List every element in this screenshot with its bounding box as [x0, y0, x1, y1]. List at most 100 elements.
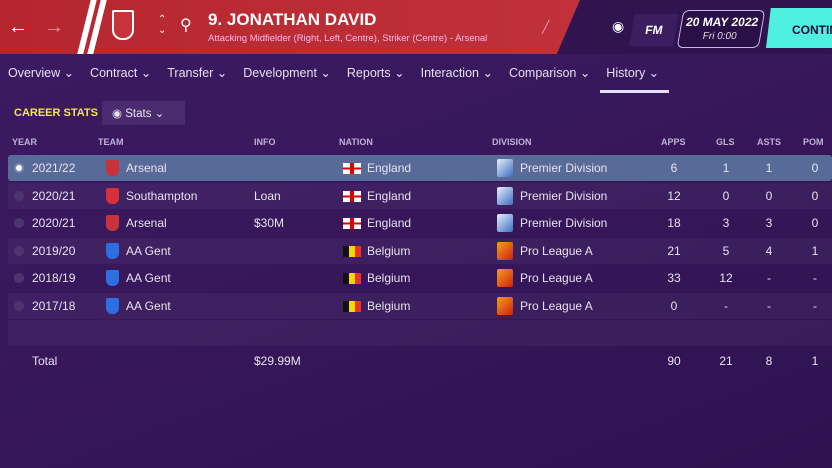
apps: 6: [670, 161, 678, 175]
row-select-radio[interactable]: [14, 218, 24, 228]
empty-row: [8, 320, 832, 346]
year: 2017/18: [32, 298, 76, 313]
apps: 21: [667, 243, 681, 258]
tab-interaction[interactable]: Interaction ⌄: [420, 66, 493, 80]
nation-link[interactable]: Belgium: [367, 271, 411, 285]
section-title: CAREER STATS: [14, 107, 98, 119]
pom: 0: [811, 161, 819, 175]
nation-link[interactable]: Belgium: [367, 298, 411, 313]
pom: 1: [811, 243, 819, 258]
tab-overview[interactable]: Overview ⌄: [8, 66, 75, 80]
col-info[interactable]: INFO: [254, 137, 276, 147]
nation-link[interactable]: England: [367, 216, 412, 230]
team-crest-icon: [106, 160, 119, 176]
tab-reports[interactable]: Reports ⌄: [346, 66, 405, 80]
goals: 1: [722, 161, 730, 175]
row-select-radio[interactable]: [14, 190, 24, 201]
fm-menu-button[interactable]: FM: [629, 14, 679, 46]
col-asts[interactable]: ASTS: [757, 137, 782, 147]
team-crest-icon: [106, 270, 119, 286]
team-link[interactable]: Southampton: [126, 188, 198, 203]
table-row[interactable]: 2021/22 Arsenal England Premier Division…: [8, 155, 832, 181]
goals: 12: [719, 271, 733, 285]
search-icon[interactable]: ⚲: [180, 17, 192, 34]
belgium-flag-icon: [343, 273, 361, 284]
col-nation[interactable]: NATION: [339, 137, 373, 147]
total-info: $29.99M: [254, 354, 301, 368]
division-logo-icon: [497, 186, 513, 205]
nation-link[interactable]: England: [367, 188, 412, 203]
apps: 18: [667, 216, 681, 230]
back-arrow-icon[interactable]: ←: [8, 16, 28, 38]
england-flag-icon: [343, 163, 361, 174]
assists: -: [767, 298, 771, 313]
eye-icon: ◉: [112, 108, 123, 120]
player-up-down-icon[interactable]: ⌃ ⌄: [158, 14, 167, 36]
tab-nav: Overview ⌄ Contract ⌄ Transfer ⌄ Develop…: [0, 62, 670, 93]
col-team[interactable]: TEAM: [98, 137, 124, 147]
pom: -: [813, 271, 817, 285]
pom: 0: [811, 188, 819, 203]
goals: 5: [722, 243, 730, 258]
year: 2020/21: [32, 216, 76, 230]
team-crest-icon: [106, 187, 119, 204]
col-division[interactable]: DIVISION: [492, 137, 532, 147]
info: Loan: [254, 188, 281, 203]
england-flag-icon: [343, 190, 361, 202]
team-link[interactable]: Arsenal: [126, 161, 167, 175]
row-select-radio[interactable]: [14, 245, 24, 256]
goals: 0: [722, 188, 730, 203]
division-logo-icon: [497, 241, 513, 260]
table-row[interactable]: 2020/21 Arsenal $30M England Premier Div…: [8, 210, 832, 236]
table-row[interactable]: 2018/19 AA Gent Belgium Pro League A 33 …: [8, 265, 832, 291]
division-link[interactable]: Premier Division: [520, 161, 608, 175]
tab-contract[interactable]: Contract ⌄: [90, 66, 152, 80]
nation-link[interactable]: Belgium: [367, 243, 411, 258]
assists: -: [767, 271, 771, 285]
team-link[interactable]: AA Gent: [126, 271, 171, 285]
nation-link[interactable]: England: [367, 161, 412, 175]
table-row[interactable]: 2019/20 AA Gent Belgium Pro League A 21 …: [8, 237, 832, 264]
forward-arrow-icon[interactable]: →: [44, 16, 64, 38]
total-apps: 90: [667, 354, 681, 368]
division-link[interactable]: Pro League A: [520, 271, 593, 285]
tab-transfer[interactable]: Transfer ⌄: [167, 66, 228, 80]
table-row[interactable]: 2020/21 Southampton Loan England Premier…: [8, 182, 832, 209]
apps: 0: [670, 298, 678, 313]
globe-icon[interactable]: ◉: [612, 18, 625, 34]
division-link[interactable]: Pro League A: [520, 243, 593, 258]
team-link[interactable]: AA Gent: [126, 298, 171, 313]
belgium-flag-icon: [343, 245, 361, 257]
pom: -: [813, 298, 817, 313]
england-flag-icon: [343, 218, 361, 229]
apps: 12: [667, 188, 681, 203]
col-apps[interactable]: APPS: [661, 137, 686, 147]
table-row[interactable]: 2017/18 AA Gent Belgium Pro League A 0 -…: [8, 292, 832, 319]
row-select-radio[interactable]: [14, 273, 24, 283]
division-link[interactable]: Pro League A: [520, 298, 593, 313]
col-pom[interactable]: POM: [803, 137, 824, 147]
continue-button[interactable]: CONTIN: [766, 8, 832, 48]
belgium-flag-icon: [343, 300, 361, 312]
division-link[interactable]: Premier Division: [520, 188, 608, 203]
player-positions: Attacking Midfielder (Right, Left, Centr…: [208, 33, 488, 44]
division-logo-icon: [497, 159, 513, 177]
col-year[interactable]: YEAR: [12, 137, 38, 147]
row-select-radio[interactable]: [14, 300, 24, 311]
col-gls[interactable]: GLS: [716, 137, 735, 147]
year: 2018/19: [32, 271, 76, 285]
stats-view-dropdown[interactable]: ◉ Stats ⌄: [102, 101, 185, 125]
division-logo-icon: [497, 269, 513, 287]
total-label: Total: [32, 354, 58, 368]
tab-comparison[interactable]: Comparison ⌄: [508, 66, 591, 80]
goals: 3: [722, 216, 730, 230]
tab-development[interactable]: Development ⌄: [243, 66, 331, 80]
row-select-radio[interactable]: [14, 163, 24, 173]
team-link[interactable]: AA Gent: [126, 243, 171, 258]
total-gls: 21: [719, 354, 733, 368]
division-link[interactable]: Premier Division: [520, 216, 608, 230]
total-asts: 8: [765, 354, 773, 368]
edit-icon[interactable]: ╱: [542, 20, 550, 34]
tab-history[interactable]: History ⌄: [598, 62, 670, 93]
team-link[interactable]: Arsenal: [126, 216, 167, 230]
